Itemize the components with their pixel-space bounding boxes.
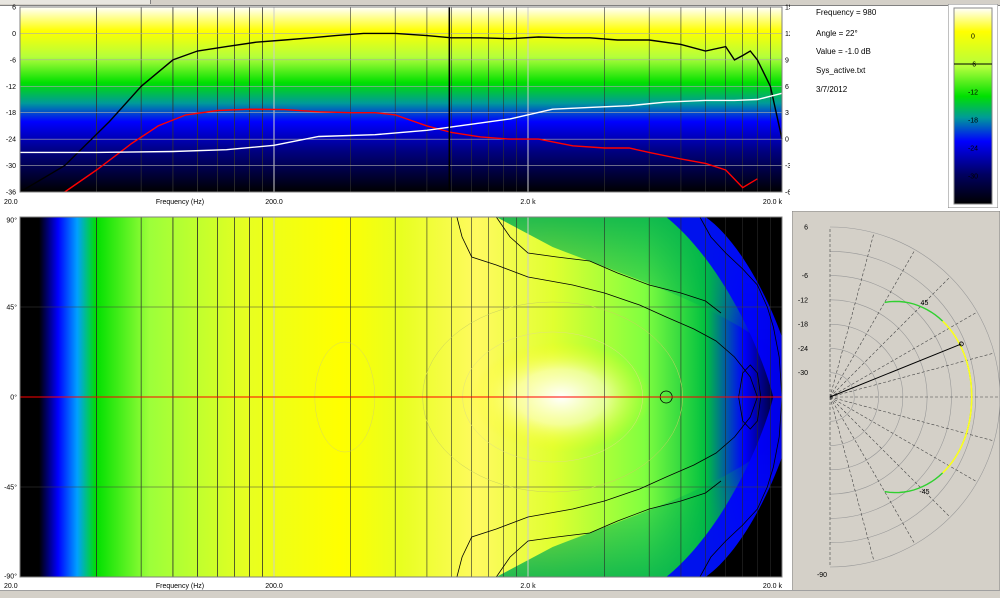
color-scale-tick: -30 xyxy=(968,174,978,181)
dir-x-tick: 2.0 k xyxy=(520,583,536,590)
polar-angle-tick: -45 xyxy=(919,489,929,496)
value-readout: Value = -1.0 dB xyxy=(816,47,871,56)
date-text: 3/7/2012 xyxy=(816,85,848,94)
freq-x-tick: 2.0 k xyxy=(520,199,536,206)
freq-y-tick-right: 15 xyxy=(785,5,790,12)
freq-y-axis-right: 15 12 9 6 3 0 -3 -6 xyxy=(785,5,790,197)
freq-x-axis: 20.0 200.0 2.0 k 20.0 k xyxy=(4,199,782,206)
polar-spoke xyxy=(829,396,916,545)
polar-radial-tick: -30 xyxy=(798,370,808,377)
directivity-highfreq-null xyxy=(705,217,782,577)
polar-ring xyxy=(829,372,855,422)
tab-2[interactable] xyxy=(120,0,151,4)
dir-x-tick: 200.0 xyxy=(265,583,283,590)
dir-y-tick: -90° xyxy=(4,573,17,581)
freq-y-tick-left: -18 xyxy=(6,110,16,117)
polar-plot[interactable]: 6 -6 -12 -18 -24 -30 45 -45 -90 xyxy=(792,211,1000,591)
dir-contour-line xyxy=(495,480,722,577)
dir-y-tick: -45° xyxy=(4,484,17,492)
tab-strip xyxy=(0,0,1000,6)
polar-radial-labels: 6 -6 -12 -18 -24 -30 xyxy=(798,225,808,378)
freq-y-tick-left: -36 xyxy=(6,190,16,197)
polar-ring xyxy=(829,348,879,446)
freq-x-label: Frequency (Hz) xyxy=(156,199,204,206)
polar-angle-tick: -90 xyxy=(817,572,827,579)
dir-y-tick: 90° xyxy=(6,217,17,225)
polar-spoke xyxy=(829,396,875,562)
color-scale-tick: -6 xyxy=(970,62,976,69)
info-panel: Frequency = 980 Angle = 22° Value = -1.0… xyxy=(812,4,942,204)
polar-radial-tick: -6 xyxy=(802,273,808,280)
polar-spoke xyxy=(829,311,978,398)
polar-angle-labels: 45 -45 -90 xyxy=(817,300,930,579)
freq-y-tick-left: -24 xyxy=(6,137,16,144)
polar-radial-tick: 6 xyxy=(804,225,808,232)
directivity-x-label: Frequency (Hz) xyxy=(156,583,204,590)
freq-y-tick-left: -30 xyxy=(6,163,16,170)
color-scale-tick: 0 xyxy=(971,34,975,41)
freq-y-tick-right: 9 xyxy=(785,57,789,64)
freq-y-tick-left: 6 xyxy=(12,5,16,12)
freq-x-tick: 200.0 xyxy=(265,199,283,206)
color-scale-ticks: 0 -6 -12 -18 -24 -30 xyxy=(968,34,978,181)
freq-y-tick-left: -12 xyxy=(6,84,16,91)
status-bar xyxy=(0,590,1000,598)
frequency-response-chart[interactable]: 6 0 -6 -12 -18 -24 -30 -36 15 12 9 6 3 0 -3 -6 20.0 200… xyxy=(0,4,790,210)
freq-curves xyxy=(19,32,783,193)
polar-spoke xyxy=(829,232,875,398)
directivity-y-axis: 90° 45° 0° -45° -90° xyxy=(4,217,17,581)
freq-y-tick-left: 0 xyxy=(12,31,16,38)
color-scale-tick: -18 xyxy=(968,118,978,125)
file-name: Sys_active.txt xyxy=(816,66,866,75)
freq-x-tick: 20.0 k xyxy=(763,199,783,206)
color-scale-tick: -24 xyxy=(968,146,978,153)
polar-cursor-point[interactable] xyxy=(958,341,964,347)
polar-radial-tick: -12 xyxy=(798,297,808,304)
color-scale-tick: -12 xyxy=(968,90,978,97)
freq-y-tick-left: -6 xyxy=(10,57,16,64)
freq-x-tick: 20.0 xyxy=(4,199,18,206)
freq-y-tick-right: -6 xyxy=(785,190,790,197)
freq-series-line xyxy=(20,92,783,154)
polar-spoke xyxy=(829,396,978,483)
dir-y-tick: 0° xyxy=(10,394,17,402)
freq-y-axis-left: 6 0 -6 -12 -18 -24 -30 -36 xyxy=(6,5,16,197)
directivity-x-axis: 20.0 200.0 2.0 k 20.0 k xyxy=(4,583,782,590)
freq-series-line xyxy=(19,32,783,193)
polar-radial-tick: -24 xyxy=(798,346,808,353)
polar-angle-cursor[interactable] xyxy=(829,343,962,398)
polar-radial-tick: -18 xyxy=(798,322,808,329)
dir-y-tick: 45° xyxy=(6,304,17,312)
freq-y-tick-right: 0 xyxy=(785,137,789,144)
angle-readout: Angle = 22° xyxy=(816,29,858,38)
dir-x-tick: 20.0 k xyxy=(763,583,783,590)
color-scale: 0 -6 -12 -18 -24 -30 xyxy=(948,4,998,208)
dir-x-tick: 20.0 xyxy=(4,583,18,590)
directivity-map[interactable]: 90° 45° 0° -45° -90° 20.0 200.0 2.0 k 20.0 k Fr… xyxy=(0,211,790,591)
freq-plot-area xyxy=(20,7,782,192)
polar-response-curve-front xyxy=(942,320,973,474)
freq-y-tick-right: 3 xyxy=(785,110,789,117)
color-scale-bar xyxy=(953,7,993,205)
dir-contour-line xyxy=(699,217,782,577)
dir-contour-line xyxy=(738,364,762,430)
frequency-readout: Frequency = 980 xyxy=(816,8,877,17)
polar-ring xyxy=(829,226,1000,568)
freq-y-tick-right: 6 xyxy=(785,84,789,91)
polar-angle-tick: 45 xyxy=(921,300,929,307)
freq-y-tick-right: 12 xyxy=(785,31,790,38)
dir-contour-line xyxy=(495,217,722,314)
freq-y-tick-right: -3 xyxy=(785,163,790,170)
